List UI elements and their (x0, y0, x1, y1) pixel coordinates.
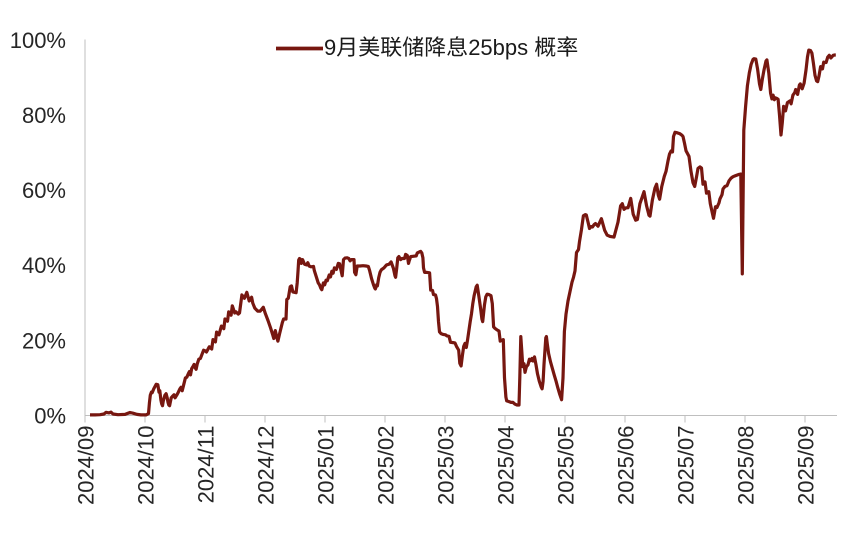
svg-text:2024/09: 2024/09 (73, 426, 98, 506)
svg-text:2024/11: 2024/11 (193, 426, 218, 504)
svg-text:80%: 80% (22, 103, 66, 128)
svg-text:2025/01: 2025/01 (313, 426, 338, 506)
svg-text:25bps: 25bps (468, 35, 528, 60)
svg-text:2024/12: 2024/12 (253, 426, 278, 506)
svg-text:2025/07: 2025/07 (673, 426, 698, 506)
svg-text:9: 9 (324, 35, 336, 60)
svg-text:2025/04: 2025/04 (493, 426, 518, 506)
svg-text:2025/03: 2025/03 (433, 426, 458, 506)
svg-text:100%: 100% (10, 28, 66, 53)
svg-text:2025/05: 2025/05 (553, 426, 578, 506)
svg-text:40%: 40% (22, 253, 66, 278)
svg-text:20%: 20% (22, 328, 66, 353)
svg-text:2025/08: 2025/08 (733, 426, 758, 506)
svg-text:2024/10: 2024/10 (133, 426, 158, 506)
svg-text:2025/02: 2025/02 (373, 426, 398, 506)
svg-text:0%: 0% (34, 403, 66, 428)
svg-text:2025/09: 2025/09 (793, 426, 818, 506)
svg-text:60%: 60% (22, 178, 66, 203)
svg-text:2025/06: 2025/06 (613, 426, 638, 506)
